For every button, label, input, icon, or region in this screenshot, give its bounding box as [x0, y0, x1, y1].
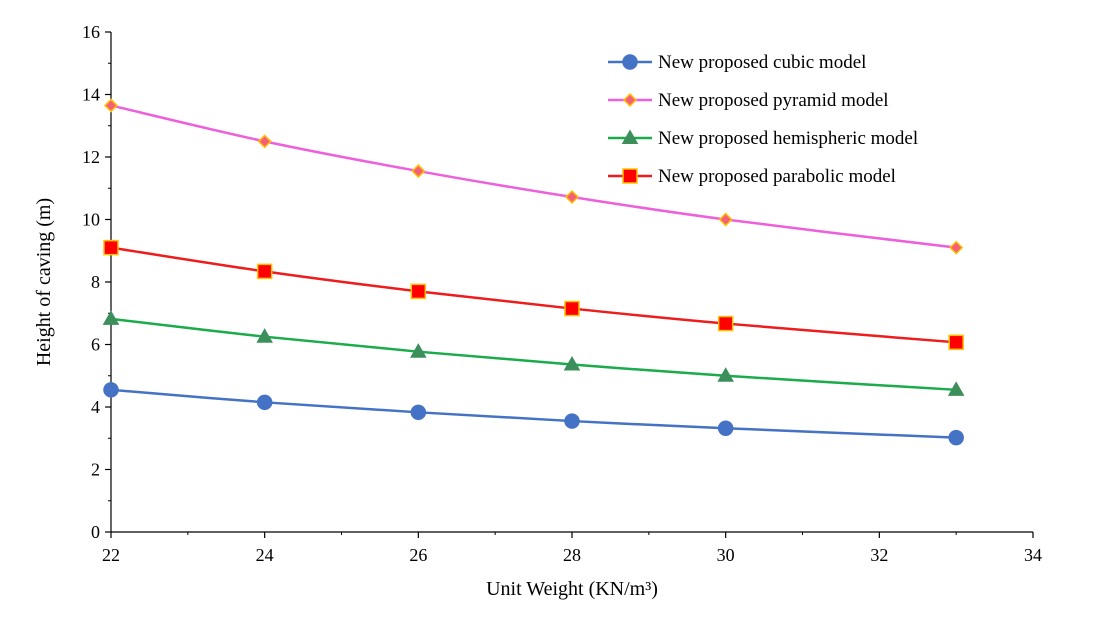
data-point — [564, 300, 580, 317]
y-tick-label: 0 — [91, 522, 100, 542]
y-tick-label: 10 — [82, 210, 100, 230]
x-tick-label: 34 — [1024, 545, 1042, 565]
data-point — [410, 404, 427, 421]
y-axis-title: Height of caving (m) — [33, 198, 55, 366]
data-point — [718, 212, 733, 227]
data-point — [717, 420, 734, 436]
data-point — [102, 310, 120, 325]
y-tick-label: 14 — [82, 85, 100, 105]
legend: New proposed cubic model New proposed pyr… — [608, 52, 918, 187]
data-point — [103, 239, 119, 256]
series-lines — [102, 98, 965, 446]
data-point — [947, 381, 965, 396]
data-point — [564, 413, 580, 429]
data-point — [103, 98, 119, 113]
series-line — [110, 388, 957, 439]
x-tick-label: 22 — [102, 545, 120, 565]
y-tick-label: 16 — [82, 22, 100, 42]
data-point — [948, 429, 964, 446]
data-point — [256, 328, 273, 343]
y-tick-label: 12 — [82, 147, 100, 167]
legend-label: New proposed hemispheric model — [658, 128, 918, 149]
series-1 — [103, 382, 964, 446]
series-3 — [102, 310, 965, 396]
data-point — [256, 263, 273, 280]
y-tick-label: 6 — [91, 335, 100, 355]
series-line — [110, 104, 957, 249]
data-point — [949, 240, 964, 255]
x-tick-label: 30 — [717, 545, 735, 565]
data-point — [257, 134, 272, 149]
series-line — [110, 317, 957, 392]
y-tick-label: 8 — [91, 272, 100, 292]
y-tick-label: 4 — [91, 397, 100, 417]
data-point — [410, 283, 427, 300]
data-point — [256, 394, 273, 411]
x-tick-label: 28 — [563, 545, 581, 565]
x-tick-label: 24 — [256, 545, 274, 565]
data-point — [564, 189, 580, 205]
legend-marker — [621, 129, 639, 144]
legend-item: New proposed parabolic model — [608, 166, 896, 187]
legend-marker — [622, 92, 638, 108]
legend-marker — [622, 168, 638, 184]
data-point — [717, 315, 734, 332]
series-line — [110, 246, 957, 344]
data-point — [948, 334, 964, 351]
data-point — [411, 164, 426, 179]
data-point — [103, 382, 119, 398]
data-point — [717, 367, 734, 382]
legend-label: New proposed pyramid model — [658, 90, 889, 111]
legend-item: New proposed pyramid model — [608, 90, 889, 111]
legend-label: New proposed cubic model — [658, 52, 866, 73]
x-tick-label: 32 — [870, 545, 888, 565]
series-2 — [103, 98, 964, 255]
legend-item: New proposed hemispheric model — [608, 128, 918, 149]
data-point — [410, 343, 427, 358]
series-4 — [103, 239, 964, 351]
y-tick-label: 2 — [91, 460, 100, 480]
legend-marker — [622, 54, 638, 70]
legend-item: New proposed cubic model — [608, 52, 866, 73]
x-tick-label: 26 — [409, 545, 427, 565]
x-axis-title: Unit Weight (KN/m³) — [486, 578, 658, 600]
data-point — [563, 355, 581, 371]
legend-label: New proposed parabolic model — [658, 166, 896, 187]
